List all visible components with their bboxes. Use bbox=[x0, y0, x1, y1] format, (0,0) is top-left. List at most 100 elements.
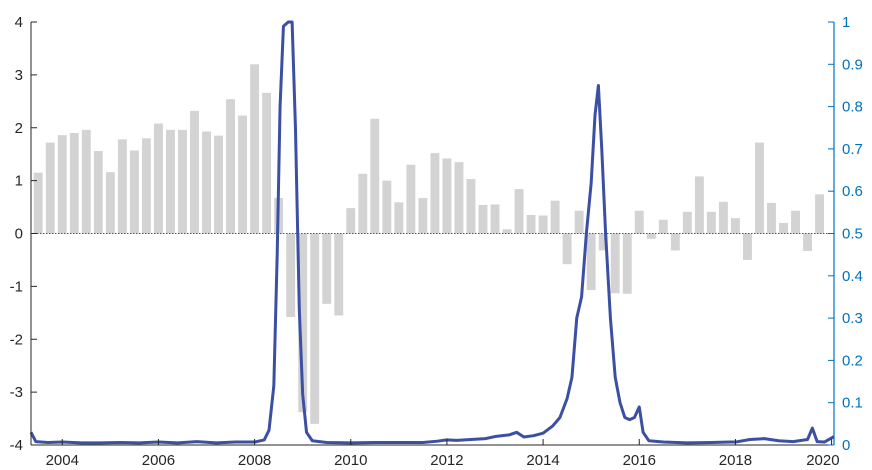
bar bbox=[670, 233, 680, 251]
bar bbox=[346, 208, 356, 234]
bar bbox=[755, 142, 764, 234]
bar bbox=[45, 142, 55, 234]
bar bbox=[706, 211, 716, 234]
bar bbox=[153, 123, 163, 234]
bar bbox=[81, 129, 91, 234]
bar bbox=[718, 201, 728, 234]
bar bbox=[310, 233, 320, 424]
bar bbox=[550, 200, 560, 234]
x-tick-label: 2010 bbox=[334, 452, 367, 469]
bar bbox=[358, 173, 368, 234]
left-tick-label: 4 bbox=[15, 14, 23, 31]
bar bbox=[791, 210, 800, 234]
x-tick-label: 2006 bbox=[142, 452, 175, 469]
bar bbox=[466, 179, 476, 234]
right-tick-label: 0.2 bbox=[842, 352, 863, 369]
left-tick-label: 1 bbox=[15, 173, 23, 190]
bar bbox=[562, 233, 572, 265]
bar bbox=[250, 64, 260, 234]
right-tick-label: 0.3 bbox=[842, 310, 863, 327]
bar bbox=[442, 158, 452, 234]
bar bbox=[57, 135, 67, 234]
left-tick-label: 2 bbox=[15, 120, 23, 137]
bar bbox=[694, 176, 704, 234]
bar bbox=[586, 233, 596, 291]
left-tick-label: 0 bbox=[15, 226, 23, 243]
right-tick-label: 0.9 bbox=[842, 56, 863, 73]
x-tick-label: 2008 bbox=[238, 452, 271, 469]
bar bbox=[574, 210, 584, 234]
right-tick-label: 0 bbox=[842, 437, 850, 454]
bar bbox=[202, 131, 211, 234]
x-tick-label: 2020 bbox=[806, 452, 839, 469]
bar bbox=[226, 99, 235, 234]
bar bbox=[129, 150, 139, 234]
bar bbox=[682, 211, 692, 234]
bar bbox=[430, 153, 440, 234]
bar bbox=[514, 189, 524, 234]
bar bbox=[815, 194, 825, 234]
line-layer bbox=[29, 20, 835, 445]
bar bbox=[141, 138, 151, 234]
axes-layer: -4 -3 -2 -1 0 1 2 3 4 0 0.1 0.2 0.3 0.4 0.5 0.6 0.7 0.8 0.… bbox=[10, 14, 863, 469]
bar bbox=[238, 115, 248, 234]
bar bbox=[382, 180, 392, 234]
left-tick-label: -2 bbox=[10, 331, 23, 348]
bar bbox=[418, 198, 428, 234]
bar bbox=[69, 133, 79, 234]
left-tick-label: 3 bbox=[15, 67, 23, 84]
right-tick-label: 0.1 bbox=[842, 395, 863, 412]
bar bbox=[622, 233, 632, 294]
right-tick-label: 0.6 bbox=[842, 183, 863, 200]
right-tick-label: 0.8 bbox=[842, 99, 863, 116]
bar bbox=[33, 172, 43, 234]
right-tick-label: 0.4 bbox=[842, 268, 863, 285]
probability-line bbox=[29, 20, 835, 445]
bar bbox=[538, 215, 548, 234]
right-tick-label: 0.7 bbox=[842, 141, 863, 158]
bar bbox=[286, 233, 296, 318]
bars-layer bbox=[31, 64, 834, 424]
bar bbox=[743, 233, 752, 260]
bar bbox=[658, 219, 668, 234]
bar bbox=[178, 129, 187, 234]
bar bbox=[370, 118, 380, 234]
bar bbox=[214, 135, 223, 234]
right-tick-label: 0.5 bbox=[842, 226, 863, 243]
left-tick-label: -4 bbox=[10, 437, 23, 454]
bar bbox=[454, 162, 464, 234]
bar bbox=[646, 233, 656, 239]
right-tick-label: 1 bbox=[842, 14, 850, 31]
bar bbox=[598, 233, 608, 251]
bar bbox=[105, 172, 115, 234]
x-tick-label: 2004 bbox=[46, 452, 79, 469]
bar bbox=[166, 129, 175, 234]
bar bbox=[406, 164, 416, 234]
bar bbox=[117, 139, 127, 234]
bar bbox=[634, 210, 644, 234]
x-tick-label: 2018 bbox=[719, 452, 752, 469]
bar bbox=[478, 204, 488, 234]
bar bbox=[526, 214, 536, 234]
bar bbox=[394, 202, 404, 234]
bar bbox=[730, 218, 740, 234]
bar bbox=[490, 204, 500, 234]
bar bbox=[502, 229, 512, 234]
left-tick-label: -1 bbox=[10, 278, 23, 295]
x-tick-label: 2012 bbox=[430, 452, 463, 469]
x-tick-label: 2016 bbox=[623, 452, 656, 469]
bar bbox=[262, 92, 272, 234]
bar bbox=[803, 233, 813, 251]
bar bbox=[767, 202, 776, 234]
bar bbox=[779, 222, 788, 234]
bar bbox=[298, 233, 308, 413]
bar bbox=[610, 233, 620, 294]
bar bbox=[190, 110, 199, 234]
bar bbox=[334, 233, 344, 316]
left-tick-label: -3 bbox=[10, 384, 23, 401]
x-tick-label: 2014 bbox=[526, 452, 559, 469]
bar bbox=[93, 151, 103, 234]
bar bbox=[322, 233, 332, 304]
